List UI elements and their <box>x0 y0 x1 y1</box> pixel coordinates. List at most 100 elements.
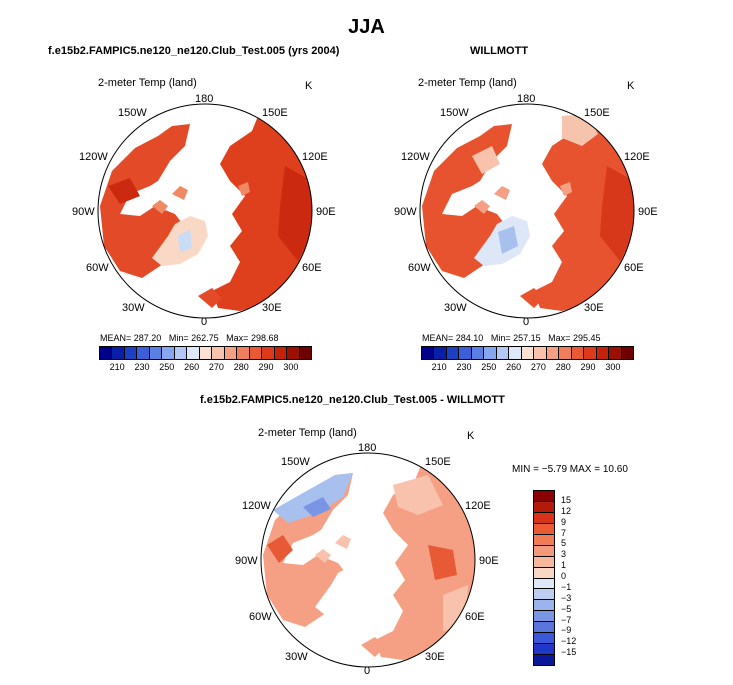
panel-model-lon-60e: 60E <box>302 262 322 274</box>
colorbar-swatch <box>534 567 554 579</box>
colorbar-swatch <box>534 622 554 634</box>
colorbar-swatch <box>112 347 125 359</box>
colorbar-swatch <box>509 347 522 359</box>
colorbar-swatch <box>534 534 554 546</box>
colorbar-tick-label: −12 <box>561 636 577 647</box>
colorbar-swatch <box>534 600 554 612</box>
colorbar-swatch <box>299 347 311 359</box>
colorbar-swatch <box>422 347 435 359</box>
colorbar-swatch <box>559 347 572 359</box>
colorbar-swatch <box>274 347 288 359</box>
mean-label: MEAN= <box>422 333 454 343</box>
panel-obs-lon-90e: 90E <box>638 206 658 218</box>
panel-model-var-label: 2-meter Temp (land) <box>98 77 197 89</box>
colorbar-swatch <box>446 347 460 359</box>
colorbar-swatch <box>521 347 535 359</box>
diff-panel-colorbar-ticks: 15 12 9 7 5 3 1 0 −1 −3 −5 −7 −9 −12 −15 <box>561 490 601 666</box>
colorbar-swatch <box>484 347 497 359</box>
panel-obs-colorbar <box>421 346 634 360</box>
colorbar-swatch <box>534 611 554 623</box>
colorbar-swatch <box>137 347 150 359</box>
diff-lon-150w: 150W <box>281 456 310 468</box>
colorbar-tick-label: 3 <box>561 549 567 560</box>
colorbar-swatch <box>546 347 560 359</box>
panel-model-title: f.e15b2.FAMPIC5.ne120_ne120.Club_Test.00… <box>48 45 340 57</box>
diff-lon-90w: 90W <box>235 555 258 567</box>
diff-lon-0: 0 <box>364 665 371 677</box>
panel-obs-var-label: 2-meter Temp (land) <box>418 77 517 89</box>
colorbar-tick-label: 210 <box>431 362 447 372</box>
colorbar-swatch <box>459 347 472 359</box>
diff-lon-60e: 60E <box>465 611 485 623</box>
panel-obs-lon-0: 0 <box>523 316 530 328</box>
diff-lon-30w: 30W <box>285 651 308 663</box>
colorbar-tick-label: 7 <box>561 527 567 538</box>
diff-lon-60w: 60W <box>249 611 272 623</box>
colorbar-tick-label: −3 <box>561 592 572 603</box>
colorbar-swatch <box>124 347 138 359</box>
panel-model-lon-120w: 120W <box>79 151 108 163</box>
panel-obs-lon-60w: 60W <box>408 262 431 274</box>
colorbar-swatch <box>224 347 238 359</box>
colorbar-swatch <box>534 633 554 645</box>
colorbar-swatch <box>199 347 213 359</box>
colorbar-swatch <box>249 347 263 359</box>
panel-obs-lon-120w: 120W <box>401 151 430 163</box>
panel-obs-lon-30w: 30W <box>444 302 467 314</box>
diff-panel-polar-map <box>260 452 476 668</box>
colorbar-tick-label: −7 <box>561 614 572 625</box>
colorbar-tick-label: 290 <box>258 362 274 372</box>
diff-lon-30e: 30E <box>425 651 445 663</box>
diff-lon-120w: 120W <box>242 500 271 512</box>
min-label: Min= <box>168 333 189 343</box>
panel-model-lon-120e: 120E <box>302 151 328 163</box>
panel-model-lon-30w: 30W <box>122 302 145 314</box>
colorbar-tick-label: 290 <box>580 362 596 372</box>
main-title: JJA <box>348 16 385 38</box>
diff-panel-colorbar <box>533 490 555 666</box>
max-value: 298.68 <box>250 333 279 343</box>
panel-obs-lon-120e: 120E <box>624 151 650 163</box>
colorbar-swatch <box>534 347 547 359</box>
mean-value: 287.20 <box>133 333 162 343</box>
colorbar-swatch <box>187 347 200 359</box>
colorbar-tick-label: 15 <box>561 494 572 505</box>
panel-obs-lon-60e: 60E <box>624 262 644 274</box>
colorbar-swatch <box>534 578 554 590</box>
colorbar-tick-label: 270 <box>530 362 546 372</box>
diff-panel-units: K <box>467 430 475 442</box>
colorbar-swatch <box>534 589 554 601</box>
diff-panel-title: f.e15b2.FAMPIC5.ne120_ne120.Club_Test.00… <box>200 394 505 406</box>
colorbar-tick-label: −5 <box>561 603 572 614</box>
panel-model-lon-60w: 60W <box>86 262 109 274</box>
colorbar-tick-label: 260 <box>506 362 522 372</box>
panel-obs-lon-150w: 150W <box>440 107 469 119</box>
panel-model-units: K <box>305 80 313 92</box>
colorbar-tick-label: −9 <box>561 625 572 636</box>
colorbar-swatch <box>434 347 447 359</box>
mean-label: MEAN= <box>100 333 132 343</box>
min-label: Min= <box>490 333 511 343</box>
colorbar-swatch <box>584 347 597 359</box>
eurasia-landmass <box>212 108 312 311</box>
panel-obs-lon-180: 180 <box>517 93 536 105</box>
colorbar-swatch <box>162 347 175 359</box>
colorbar-swatch <box>596 347 610 359</box>
diff-panel-var-label: 2-meter Temp (land) <box>258 427 357 439</box>
colorbar-tick-label: 250 <box>481 362 497 372</box>
colorbar-swatch <box>534 644 554 656</box>
panel-model-colorbar <box>99 346 312 360</box>
panel-model-polar-map <box>97 103 313 319</box>
colorbar-swatch <box>262 347 275 359</box>
colorbar-tick-label: 5 <box>561 538 567 549</box>
colorbar-swatch <box>534 512 554 524</box>
colorbar-tick-label: 300 <box>283 362 299 372</box>
colorbar-tick-label: 12 <box>561 505 572 516</box>
min-value: 257.15 <box>513 333 541 343</box>
panel-obs-lon-90w: 90W <box>394 206 417 218</box>
colorbar-swatch <box>621 347 633 359</box>
panel-obs-lon-30e: 30E <box>584 302 604 314</box>
colorbar-swatch <box>571 347 585 359</box>
panel-model-lon-180: 180 <box>195 93 214 105</box>
panel-model-lon-30e: 30E <box>262 302 282 314</box>
